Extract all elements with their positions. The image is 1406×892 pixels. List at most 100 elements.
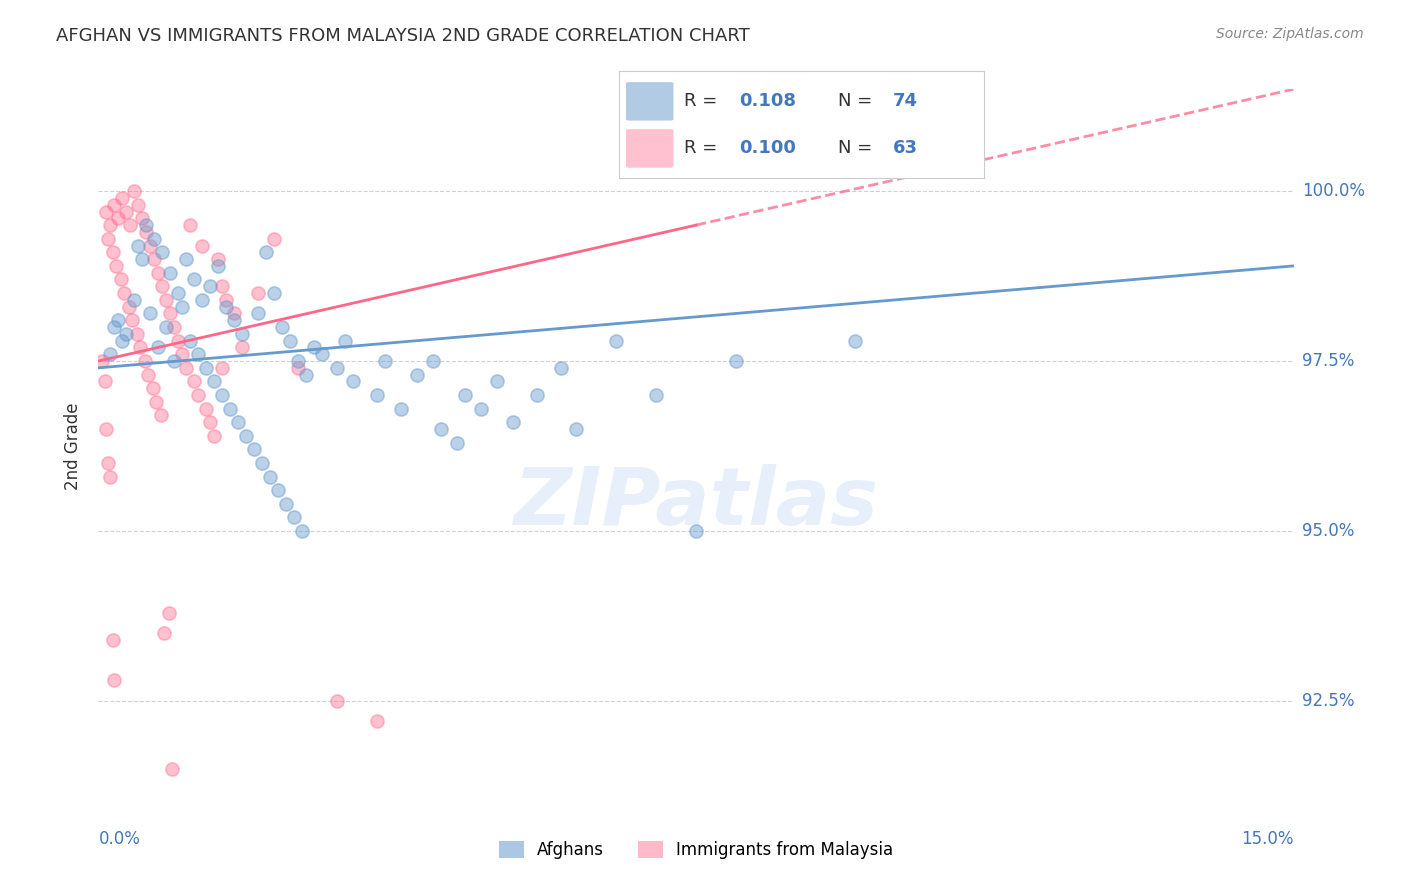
Point — [112, 286, 135, 301]
Point — [98, 218, 122, 232]
Point — [287, 360, 309, 375]
Point — [142, 381, 165, 395]
Point — [198, 415, 221, 429]
Point — [550, 360, 572, 375]
Point — [136, 368, 159, 382]
Point — [103, 673, 125, 688]
Point — [215, 300, 238, 314]
Text: 0.0%: 0.0% — [98, 830, 141, 847]
Point — [366, 714, 388, 729]
Point — [150, 245, 173, 260]
Point — [159, 266, 181, 280]
Text: 0.100: 0.100 — [740, 139, 796, 157]
Point — [326, 360, 349, 375]
Point — [294, 368, 316, 382]
Point — [148, 266, 170, 280]
Point — [157, 606, 180, 620]
Point — [115, 204, 138, 219]
Point — [195, 360, 218, 375]
Point — [139, 238, 162, 252]
Point — [211, 360, 233, 375]
Point — [135, 218, 157, 232]
Point — [290, 524, 312, 538]
Point — [430, 422, 453, 436]
Point — [374, 354, 396, 368]
Point — [270, 320, 292, 334]
Legend: Afghans, Immigrants from Malaysia: Afghans, Immigrants from Malaysia — [492, 834, 900, 866]
Point — [207, 252, 229, 266]
Point — [254, 245, 277, 260]
Point — [454, 388, 477, 402]
Point — [124, 293, 146, 307]
Point — [366, 388, 388, 402]
Point — [131, 211, 153, 226]
Point — [118, 300, 141, 314]
Point — [211, 388, 233, 402]
Point — [121, 313, 143, 327]
Point — [159, 306, 181, 320]
Point — [143, 232, 166, 246]
Point — [96, 422, 118, 436]
Point — [278, 334, 301, 348]
Point — [211, 279, 233, 293]
Point — [115, 326, 138, 341]
Point — [195, 401, 218, 416]
Point — [963, 163, 986, 178]
Point — [104, 259, 127, 273]
Point — [485, 375, 508, 389]
Point — [155, 293, 177, 307]
Point — [263, 286, 285, 301]
Point — [202, 375, 225, 389]
Point — [446, 435, 468, 450]
Point — [110, 272, 132, 286]
Point — [103, 198, 125, 212]
Point — [152, 626, 174, 640]
Text: AFGHAN VS IMMIGRANTS FROM MALAYSIA 2ND GRADE CORRELATION CHART: AFGHAN VS IMMIGRANTS FROM MALAYSIA 2ND G… — [56, 27, 749, 45]
Point — [128, 341, 150, 355]
Point — [311, 347, 333, 361]
Point — [207, 259, 229, 273]
Point — [422, 354, 444, 368]
Point — [287, 354, 309, 368]
Point — [103, 320, 125, 334]
Point — [198, 279, 221, 293]
Point — [101, 245, 124, 260]
Point — [125, 326, 148, 341]
Point — [187, 388, 209, 402]
FancyBboxPatch shape — [626, 82, 673, 120]
Point — [127, 198, 149, 212]
Point — [274, 497, 297, 511]
Point — [167, 286, 190, 301]
Point — [172, 347, 194, 361]
Text: 15.0%: 15.0% — [1241, 830, 1294, 847]
Point — [342, 375, 364, 389]
Text: 63: 63 — [893, 139, 918, 157]
Point — [645, 388, 668, 402]
Point — [135, 225, 157, 239]
Point — [101, 632, 124, 647]
Point — [222, 313, 245, 327]
Point — [283, 510, 305, 524]
Point — [131, 252, 153, 266]
Point — [183, 375, 205, 389]
Point — [91, 354, 114, 368]
Point — [215, 293, 238, 307]
Text: R =: R = — [685, 139, 724, 157]
Point — [246, 306, 269, 320]
Point — [565, 422, 588, 436]
Point — [470, 401, 492, 416]
Point — [139, 306, 162, 320]
Point — [160, 762, 183, 776]
Text: N =: N = — [838, 139, 877, 157]
Text: Source: ZipAtlas.com: Source: ZipAtlas.com — [1216, 27, 1364, 41]
Point — [724, 354, 747, 368]
Point — [231, 341, 253, 355]
Point — [149, 409, 172, 423]
Point — [526, 388, 548, 402]
Text: N =: N = — [838, 93, 877, 111]
Point — [202, 429, 225, 443]
Point — [174, 252, 197, 266]
Point — [335, 334, 357, 348]
Point — [183, 272, 205, 286]
Point — [191, 293, 214, 307]
